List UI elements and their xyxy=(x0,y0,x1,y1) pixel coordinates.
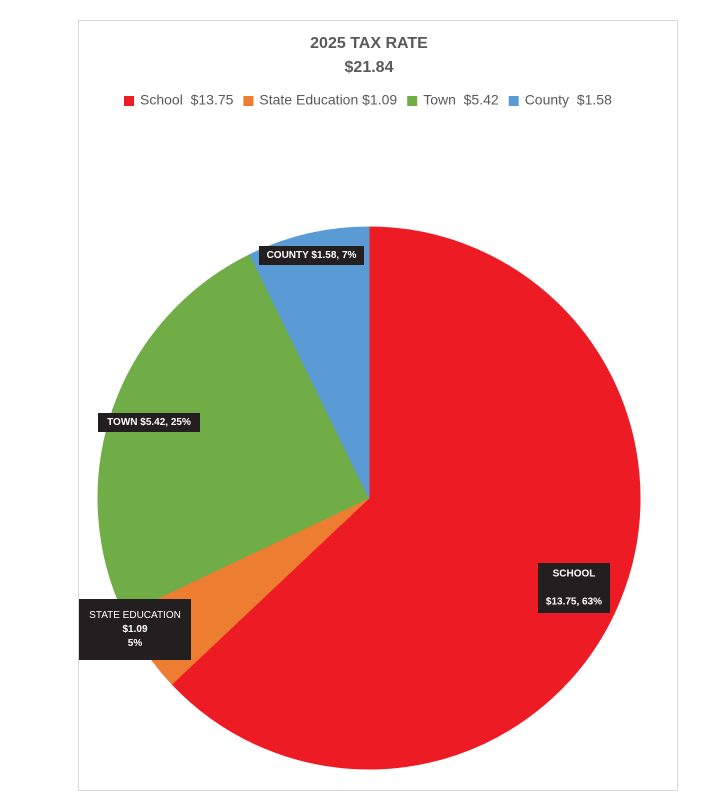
legend-label: School $13.75 xyxy=(140,92,234,108)
data-label: 5% xyxy=(128,638,143,649)
data-label: TOWN $5.42, 25% xyxy=(107,417,191,428)
data-label-box xyxy=(259,246,364,265)
pie-slice xyxy=(249,226,370,499)
data-label-box xyxy=(538,563,610,613)
data-label: COUNTY $1.58, 7% xyxy=(267,250,357,261)
chart-title: 2025 TAX RATE xyxy=(310,35,428,52)
pie-slice xyxy=(171,226,641,770)
legend-swatch xyxy=(407,96,418,106)
legend-label: State Education $1.09 xyxy=(259,92,397,108)
data-label: $13.75, 63% xyxy=(546,597,602,608)
pie-slice xyxy=(97,253,370,615)
chart-subtitle: $21.84 xyxy=(345,59,394,76)
data-label: SCHOOL xyxy=(553,569,596,580)
legend-swatch xyxy=(508,96,519,106)
data-label: STATE EDUCATION xyxy=(89,610,181,621)
data-label: $1.09 xyxy=(122,624,147,635)
legend-label: Town $5.42 xyxy=(423,92,499,108)
legend-label: County $1.58 xyxy=(525,92,612,108)
data-label-box xyxy=(98,413,200,432)
data-label-box xyxy=(79,599,191,660)
legend-swatch xyxy=(243,96,254,106)
legend-swatch xyxy=(124,96,134,106)
